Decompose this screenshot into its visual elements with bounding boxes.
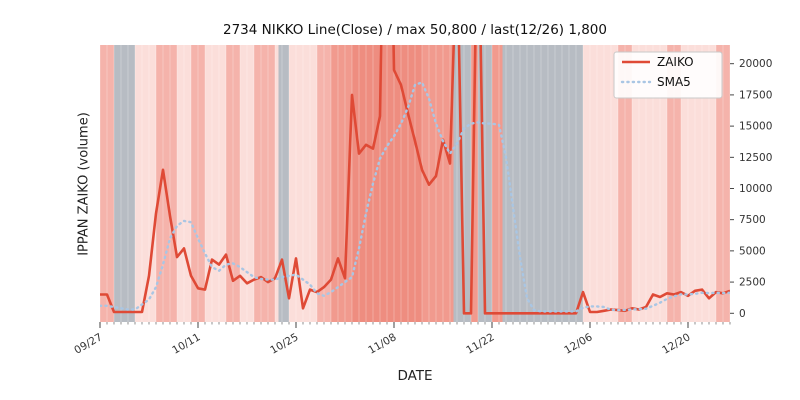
background-band [100, 45, 114, 322]
background-band [156, 45, 177, 322]
background-band [502, 45, 583, 322]
y-tick-label: 12500 [739, 152, 772, 164]
background-band [191, 45, 205, 322]
x-tick-label: 12/06 [562, 331, 594, 357]
background-band [317, 45, 331, 322]
background-band [114, 45, 135, 322]
background-band [205, 45, 226, 322]
background-band [254, 45, 275, 322]
background-band [422, 45, 454, 322]
background-band [135, 45, 156, 322]
y-tick-label: 17500 [739, 89, 772, 101]
y-tick-label: 0 [739, 308, 746, 320]
y-tick-label: 15000 [739, 121, 772, 133]
x-tick-label: 11/22 [464, 331, 496, 357]
y-tick-label: 7500 [739, 214, 766, 226]
sma5-line [100, 81, 730, 313]
background-band [471, 45, 478, 322]
x-tick-label: 11/08 [366, 331, 398, 357]
background-band [226, 45, 240, 322]
y-tick-label: 5000 [739, 245, 766, 257]
legend: ZAIKO SMA5 [613, 51, 723, 99]
x-tick-label: 10/11 [170, 331, 202, 357]
background-band [716, 45, 730, 322]
background-band [275, 45, 279, 322]
background-band [492, 45, 503, 322]
x-tick-label: 12/20 [660, 331, 692, 357]
background-band [278, 45, 289, 322]
legend-entry-zaiko: ZAIKO [657, 55, 694, 69]
y-tick-label: 10000 [739, 183, 772, 195]
x-tick-label: 09/27 [72, 331, 104, 357]
legend-entry-sma5: SMA5 [657, 75, 691, 89]
series-group [100, 45, 730, 315]
y-tick-label: 2500 [739, 277, 766, 289]
y-tick-label: 20000 [739, 58, 772, 70]
background-band [352, 45, 422, 322]
background-band [240, 45, 254, 322]
background-band [583, 45, 618, 322]
chart-title: 2734 NIKKO Line(Close) / max 50,800 / la… [223, 22, 607, 38]
x-axis-label: DATE [397, 368, 433, 384]
x-tick-label: 10/25 [268, 331, 300, 357]
background-band [618, 45, 632, 322]
background-band [667, 45, 681, 322]
